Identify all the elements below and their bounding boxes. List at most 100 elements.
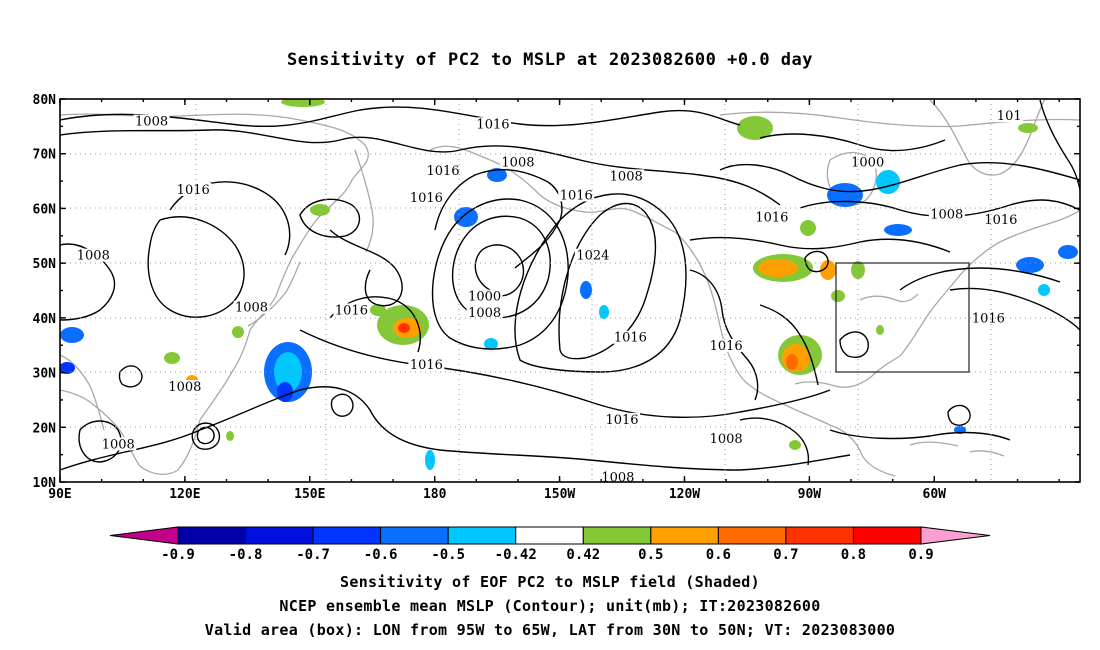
contour-label: 1016 bbox=[614, 331, 647, 346]
colorbar-label: -0.42 bbox=[495, 547, 537, 563]
contour-label: 1008 bbox=[102, 437, 135, 452]
coastline-asia bbox=[60, 113, 369, 476]
contour-label: 1016 bbox=[710, 339, 743, 354]
colorbar-bin bbox=[852, 526, 922, 545]
coastline-greenland bbox=[929, 99, 1046, 176]
contour-label-halo bbox=[466, 306, 503, 320]
chart-title: Sensitivity of PC2 to MSLP at 2023082600… bbox=[286, 50, 813, 70]
caption-line-3: Valid area (box): LON from 95W to 65W, L… bbox=[204, 621, 896, 639]
contour-1008-kamchatka bbox=[329, 229, 403, 307]
contour-1008-tropics-east bbox=[829, 429, 1011, 441]
colorbar-bin bbox=[447, 526, 517, 545]
lon-label: 120E bbox=[169, 487, 200, 502]
lat-label: 80N bbox=[33, 93, 57, 108]
contour-small-low-4 bbox=[804, 250, 829, 273]
lat-axis-labels: 80N 70N 60N 50N 40N 30N 20N 10N bbox=[33, 93, 57, 491]
contour-label: 1008 bbox=[930, 208, 963, 223]
contour-1016-high bbox=[514, 193, 687, 373]
colorbar-labels: -0.9 -0.8 -0.7 -0.6 -0.5 -0.42 0.42 0.5 0.6 0.7 0.… bbox=[161, 547, 934, 563]
contour-label: 1016 bbox=[410, 191, 443, 206]
lon-label: 90E bbox=[48, 487, 71, 502]
colorbar-label: -0.6 bbox=[364, 547, 398, 563]
contour-1008-mexico bbox=[739, 417, 810, 466]
caption-line-1: Sensitivity of EOF PC2 to MSLP field (Sh… bbox=[340, 573, 760, 591]
contour-typhoon-ring bbox=[196, 426, 215, 445]
contour-1016-low-ring bbox=[431, 198, 569, 350]
contour-label: 1008 bbox=[235, 301, 268, 316]
contour-label: 1000 bbox=[851, 156, 884, 171]
colorbar-bin bbox=[515, 526, 584, 545]
contour-label: 1016 bbox=[984, 213, 1017, 228]
contour-1016-atlantic bbox=[949, 287, 1080, 331]
coastline-kamchatka bbox=[354, 149, 374, 253]
contour-small-low-3 bbox=[947, 404, 971, 426]
contour-1000-arctic bbox=[759, 133, 946, 152]
contour-label-halo bbox=[75, 248, 112, 262]
contour-label-halo bbox=[466, 289, 503, 303]
caption-line-2: NCEP ensemble mean MSLP (Contour); unit(… bbox=[279, 597, 821, 615]
lat-label: 40N bbox=[33, 312, 57, 327]
contour-1016-us-central bbox=[759, 304, 819, 386]
lat-label: 50N bbox=[33, 257, 57, 272]
contour-1016-us-west bbox=[689, 269, 759, 401]
contour-label-halo bbox=[612, 330, 649, 344]
contour-small-low-1 bbox=[118, 365, 143, 388]
contour-label: 1008 bbox=[77, 249, 110, 264]
colorbar-over-triangle bbox=[920, 526, 991, 545]
contour-1016-subtropical bbox=[299, 329, 831, 419]
contour-label-halo bbox=[970, 311, 1007, 325]
contour-label: 1008 bbox=[468, 306, 501, 321]
contour-great-lakes bbox=[839, 331, 869, 358]
contour-label: 1016 bbox=[476, 117, 509, 132]
contour-label: 1024 bbox=[576, 249, 609, 264]
contour-label: 1008 bbox=[601, 470, 634, 485]
contour-label-halo bbox=[708, 338, 745, 352]
contour-label-halo bbox=[604, 412, 641, 426]
contour-label: 1008 bbox=[168, 380, 201, 395]
contour-1016-canada bbox=[689, 236, 951, 253]
contour-1016-north bbox=[60, 106, 741, 128]
colorbar-bin bbox=[177, 526, 247, 545]
lon-label: 150E bbox=[294, 487, 325, 502]
coastline-great-lakes bbox=[859, 293, 919, 303]
colorbar-label: 0.8 bbox=[841, 547, 866, 563]
lon-label: 90W bbox=[798, 487, 822, 502]
contour-1016-atlantic-2 bbox=[899, 267, 1061, 291]
colorbar-bin bbox=[785, 526, 854, 545]
contour-label-halo bbox=[599, 470, 636, 482]
contour-label-halo bbox=[166, 379, 203, 393]
contour-label: 1016 bbox=[605, 413, 638, 428]
colorbar-label: 0.6 bbox=[706, 547, 731, 563]
contour-label-halo bbox=[753, 210, 790, 224]
contour-label: 1000 bbox=[468, 290, 501, 305]
contour-1016-low-nepac bbox=[434, 169, 563, 269]
contour-label-halo bbox=[608, 169, 645, 183]
colorbar-bin bbox=[650, 526, 719, 545]
contour-label: 1008 bbox=[501, 156, 534, 171]
contour-label-halo bbox=[175, 183, 212, 197]
contour-label-halo bbox=[233, 300, 270, 314]
contour-label-halo bbox=[849, 155, 886, 169]
contour-1008-north bbox=[60, 129, 781, 206]
lat-label: 20N bbox=[33, 421, 57, 436]
colorbar-label: 0.5 bbox=[638, 547, 663, 563]
colorbar-label: 0.9 bbox=[908, 547, 933, 563]
contour-label: 1016 bbox=[410, 358, 443, 373]
contour-label-halo bbox=[995, 109, 1024, 123]
contour-label-halo bbox=[982, 213, 1019, 227]
contour-label: 1008 bbox=[135, 115, 168, 130]
contour-1008-asia-2 bbox=[147, 216, 245, 318]
lon-axis-labels: 90E 120E 150E 180 150W 120W 90W 60W bbox=[48, 487, 946, 502]
contour-label: 1016 bbox=[755, 210, 788, 225]
coastline-gulf bbox=[794, 355, 901, 388]
colorbar-label: 0.7 bbox=[773, 547, 798, 563]
contour-label: 1016 bbox=[426, 164, 459, 179]
colorbar-label: -0.9 bbox=[161, 547, 195, 563]
colorbar-label: 0.42 bbox=[566, 547, 600, 563]
contour-label: 1016 bbox=[560, 188, 593, 203]
colorbar-bin bbox=[312, 526, 382, 545]
contour-label-halo bbox=[474, 117, 511, 131]
valid-area-box bbox=[835, 262, 970, 373]
